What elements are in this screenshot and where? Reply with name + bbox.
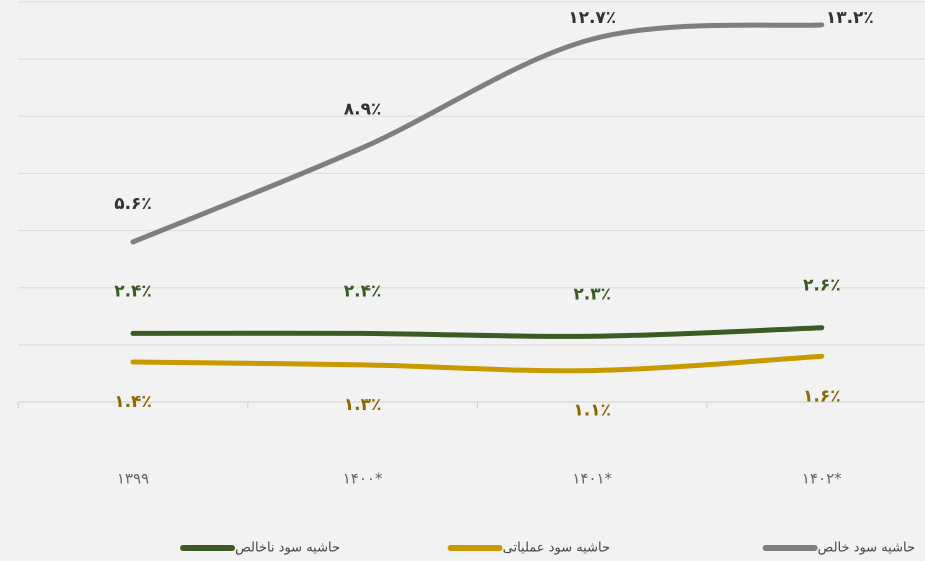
legend-label: حاشیه سود ناخالص: [235, 541, 340, 556]
data-label: ۸.۹٪: [344, 100, 382, 120]
data-label: ۱.۳٪: [344, 395, 382, 415]
data-label: ۱۲.۷٪: [568, 8, 616, 28]
legend-label: حاشیه سود خالص: [818, 541, 915, 556]
x-tick-label: ۱۴۰۱*: [572, 470, 612, 488]
data-label: ۱۳.۲٪: [826, 8, 874, 28]
data-label: ۱.۶٪: [803, 386, 841, 406]
data-label: ۲.۶٪: [803, 276, 841, 296]
data-label: ۵.۶٪: [114, 194, 152, 214]
legend-label: حاشیه سود عملیاتی: [503, 541, 610, 556]
x-tick-label: ۱۳۹۹: [117, 470, 149, 488]
series-line: [130, 325, 825, 339]
x-tick-label: ۱۴۰۲*: [802, 470, 842, 488]
data-label: ۲.۴٪: [344, 281, 382, 301]
series-line: [130, 22, 825, 245]
data-label: ۱.۴٪: [114, 392, 152, 412]
series-line: [130, 353, 825, 374]
x-tick-label: ۱۴۰۰*: [343, 470, 383, 488]
data-label: ۱.۱٪: [573, 401, 611, 421]
data-label: ۲.۳٪: [573, 284, 611, 304]
data-label: ۲.۴٪: [114, 281, 152, 301]
